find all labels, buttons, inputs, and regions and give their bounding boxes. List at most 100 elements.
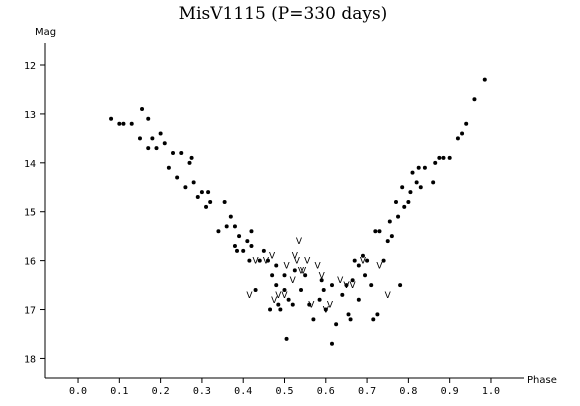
v-data-point: V [314,262,321,272]
data-point [237,234,242,239]
data-point [274,263,279,268]
data-point [158,131,163,136]
data-point [317,297,322,302]
data-point [183,185,188,190]
data-point [228,214,233,219]
y-tick-label: 12 [24,61,36,72]
x-tick-label: 0.6 [317,386,335,397]
data-point [460,131,465,136]
data-point [464,121,469,126]
x-tick-label: 1.0 [482,386,500,397]
data-point [235,248,240,253]
x-tick-label: 0.3 [193,386,211,397]
data-point [247,258,252,263]
data-point [433,160,438,165]
v-data-point: V [294,257,301,267]
data-point [171,151,176,156]
v-data-point: V [253,257,260,267]
data-point [334,322,339,327]
data-point [371,317,376,322]
x-tick-label: 0.2 [152,386,170,397]
v-data-point: V [283,262,290,272]
data-point [282,287,287,292]
data-point [187,160,192,165]
v-data-point: V [376,262,383,272]
v-data-point: V [290,276,297,286]
data-point [350,278,355,283]
data-point [257,258,262,263]
data-point [162,141,167,146]
x-tick-label: 0.1 [110,386,128,397]
y-tick-label: 15 [24,208,36,219]
data-point [396,214,401,219]
data-point [375,312,380,317]
data-point [340,292,345,297]
data-point [146,116,151,121]
v-data-point: V [385,291,392,301]
data-point [344,283,349,288]
data-point [393,199,398,204]
v-data-point: V [304,257,311,267]
data-point [437,155,442,160]
x-tick-label: 0.9 [441,386,459,397]
data-point [216,229,221,234]
data-point [346,312,351,317]
data-point [418,185,423,190]
data-point [323,307,328,312]
data-point [268,307,273,312]
data-point [140,107,145,112]
y-tick-label: 14 [24,159,36,170]
data-point [117,121,122,126]
data-point [398,283,403,288]
data-point [408,190,413,195]
data-point [208,199,213,204]
y-tick-label: 16 [24,257,36,268]
data-point [253,287,258,292]
x-tick-label: 0.7 [358,386,376,397]
y-axis-label: Mag [35,27,56,38]
data-point [299,287,304,292]
chart-title: MisV1115 (P=330 days) [179,4,388,24]
y-tick-label: 13 [24,110,36,121]
data-point [222,199,227,204]
data-point [414,180,419,185]
v-data-point: V [337,276,344,286]
dot-series [109,77,487,346]
v-data-point: V [300,266,307,276]
data-point [249,229,254,234]
data-point [191,180,196,185]
data-point [146,146,151,151]
data-point [261,248,266,253]
data-point [189,155,194,160]
data-point [199,190,204,195]
data-point [265,258,270,263]
v-data-point: V [327,301,334,311]
data-point [129,121,134,126]
data-point [472,97,477,102]
v-data-point: V [281,291,288,301]
data-point [154,146,159,151]
data-point [387,219,392,224]
x-tick-label: 0.0 [69,386,87,397]
v-data-point: V [350,281,357,291]
data-point [249,243,254,248]
data-point [137,136,142,141]
data-point [232,224,237,229]
data-point [482,77,487,82]
data-point [166,165,171,170]
data-point [206,190,211,195]
v-data-point: V [269,252,276,262]
v-data-point: V [263,257,270,267]
data-point [431,180,436,185]
data-point [352,258,357,263]
data-point [455,136,460,141]
v-data-point: V [319,271,326,281]
data-point [381,258,386,263]
data-point [232,243,237,248]
data-point [245,239,250,244]
data-point [195,195,200,200]
v-data-point: V [275,291,282,301]
y-tick-label: 18 [24,354,36,365]
data-point [377,229,382,234]
